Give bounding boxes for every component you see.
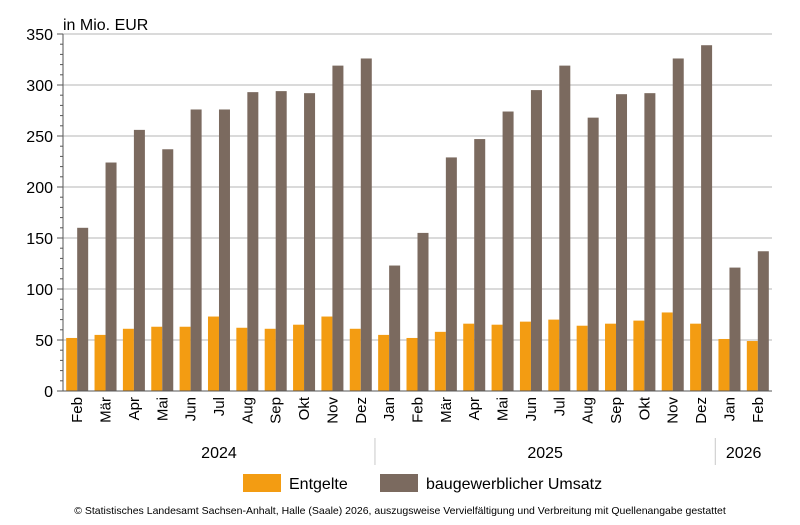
bar-baugewerblicher-umsatz (389, 265, 401, 391)
year-label: 2025 (527, 445, 563, 462)
bar-baugewerblicher-umsatz (77, 227, 89, 391)
bar-baugewerblicher-umsatz (162, 149, 174, 391)
bar-baugewerblicher-umsatz (105, 162, 117, 391)
x-tick-label: Feb (750, 397, 767, 423)
x-tick-label: Feb (410, 397, 427, 423)
x-tick-label: Sep (268, 397, 285, 424)
bar-entgelte (661, 312, 673, 391)
bar-entgelte (718, 338, 730, 391)
y-tick-label: 300 (26, 78, 53, 95)
year-label: 2024 (201, 445, 237, 462)
x-tick-label: Mär (438, 397, 455, 423)
bar-baugewerblicher-umsatz (701, 45, 713, 391)
x-tick-label: Jul (211, 397, 228, 416)
bar-entgelte (576, 325, 588, 391)
bar-entgelte (207, 316, 219, 391)
bar-entgelte (151, 326, 163, 391)
bar-baugewerblicher-umsatz (502, 111, 514, 392)
bar-baugewerblicher-umsatz (587, 117, 599, 391)
bar-entgelte (94, 334, 106, 391)
x-tick-label: Apr (466, 397, 483, 420)
legend-label: baugewerblicher Umsatz (426, 476, 602, 493)
y-tick-label: 100 (26, 282, 53, 299)
x-tick-label: Jul (551, 397, 568, 416)
x-tick-label: Mai (154, 397, 171, 421)
legend-swatch (243, 474, 281, 492)
bar-baugewerblicher-umsatz (616, 94, 628, 392)
x-tick-label: Apr (126, 397, 143, 420)
bar-entgelte (434, 331, 446, 391)
bar-entgelte (321, 316, 333, 391)
bar-baugewerblicher-umsatz (757, 251, 769, 391)
x-tick-labels: Feb Mär Apr Mai Jun Jul Aug Sep Okt Nov Dez Jan Feb M… (69, 396, 767, 424)
bar-baugewerblicher-umsatz (218, 109, 230, 391)
bar-entgelte (519, 321, 531, 391)
x-tick-label: Dez (353, 397, 370, 424)
legend: Entgelte baugewerblicher Umsatz (243, 474, 602, 493)
legend-swatch (380, 474, 418, 492)
bar-baugewerblicher-umsatz (474, 139, 486, 391)
bar-baugewerblicher-umsatz (417, 232, 429, 391)
y-tick-label: 150 (26, 231, 53, 248)
x-tick-label: Jan (721, 397, 738, 421)
bar-baugewerblicher-umsatz (190, 109, 202, 391)
footer-copyright: © Statistisches Landesamt Sachsen-Anhalt… (74, 505, 726, 517)
y-tick-label: 50 (35, 333, 53, 350)
bar-entgelte (633, 320, 645, 391)
bar-entgelte (378, 334, 390, 391)
x-tick-label: Mär (98, 397, 115, 423)
y-tick-labels: 0 50 100 150 200 250 300 350 (26, 27, 53, 401)
bar-entgelte (264, 328, 276, 391)
y-tick-label: 200 (26, 180, 53, 197)
x-tick-label: Nov (324, 397, 341, 424)
bars (66, 45, 769, 392)
y-tick-label: 0 (44, 384, 53, 401)
bar-entgelte (122, 328, 134, 391)
bar-entgelte (690, 323, 702, 391)
bar-entgelte (605, 323, 617, 391)
x-tick-label: Jan (381, 397, 398, 421)
unit-label: in Mio. EUR (63, 17, 148, 34)
x-tick-label: Mai (495, 397, 512, 421)
bar-baugewerblicher-umsatz (644, 93, 656, 391)
x-tick-label: Okt (296, 396, 313, 420)
bar-entgelte (179, 326, 191, 391)
bar-baugewerblicher-umsatz (445, 157, 457, 391)
year-label: 2026 (726, 445, 762, 462)
year-labels: 2024 2025 2026 (201, 438, 762, 465)
bar-baugewerblicher-umsatz (304, 93, 316, 391)
x-tick-label: Feb (69, 397, 86, 423)
bar-entgelte (746, 341, 758, 391)
bar-baugewerblicher-umsatz (133, 129, 145, 391)
y-tick-label: 350 (26, 27, 53, 44)
x-tick-label: Sep (608, 397, 625, 424)
legend-label: Entgelte (289, 476, 348, 493)
x-tick-label: Aug (239, 397, 256, 424)
bar-baugewerblicher-umsatz (530, 90, 542, 391)
x-tick-label: Aug (580, 397, 597, 424)
bar-entgelte (406, 337, 418, 391)
bar-entgelte (293, 324, 305, 391)
bar-entgelte (463, 323, 475, 391)
bar-entgelte (548, 319, 560, 391)
bar-entgelte (66, 337, 78, 391)
bar-baugewerblicher-umsatz (729, 267, 741, 391)
bar-baugewerblicher-umsatz (559, 65, 571, 392)
bar-baugewerblicher-umsatz (275, 91, 287, 392)
axes (57, 33, 772, 392)
x-tick-label: Jun (183, 397, 200, 421)
bar-entgelte (236, 327, 248, 391)
x-tick-label: Dez (693, 397, 710, 424)
bar-entgelte (491, 324, 503, 391)
x-tick-label: Jun (523, 397, 540, 421)
bar-baugewerblicher-umsatz (247, 92, 259, 391)
x-tick-label: Nov (665, 397, 682, 424)
y-tick-label: 250 (26, 129, 53, 146)
bar-baugewerblicher-umsatz (672, 58, 684, 391)
bar-entgelte (349, 328, 361, 391)
x-tick-label: Okt (636, 396, 653, 420)
bar-baugewerblicher-umsatz (332, 65, 344, 392)
bar-baugewerblicher-umsatz (360, 58, 372, 391)
